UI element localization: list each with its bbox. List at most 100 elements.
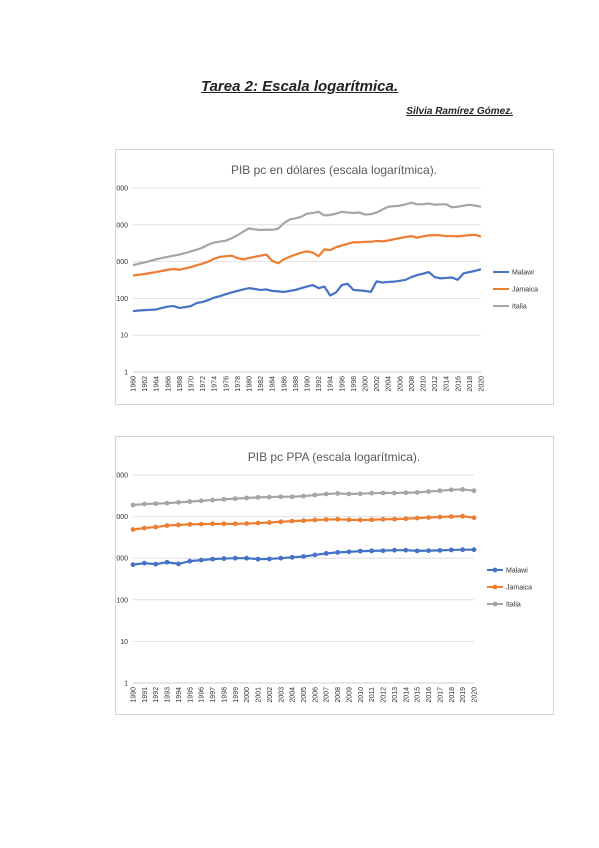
chart2-xtick-label: 2001 xyxy=(256,687,263,703)
document-author: Silvia Ramírez Gómez. xyxy=(406,106,513,117)
chart2-series-italia-point xyxy=(437,488,443,494)
chart2-xtick-label: 2006 xyxy=(312,687,319,703)
chart2-series-jamaica-point xyxy=(187,521,193,527)
chart2-series-jamaica-point xyxy=(426,515,431,520)
chart1-xtick-label: 1990 xyxy=(305,376,312,392)
chart2-series-jamaica-point xyxy=(267,520,272,525)
chart2-series-italia-point xyxy=(164,500,170,506)
chart2-series-jamaica-point xyxy=(278,519,284,525)
chart2-series-malawi-point xyxy=(380,548,386,554)
chart2-series-italia-point xyxy=(392,490,397,496)
chart2-xtick-label: 1998 xyxy=(221,687,228,703)
chart1-xtick-label: 2012 xyxy=(432,376,439,392)
chart2-series-malawi-point xyxy=(187,558,193,564)
chart1-xtick-label: 1974 xyxy=(212,376,219,392)
chart2-xtick-label: 1996 xyxy=(199,687,206,703)
chart2-series-italia-point xyxy=(448,487,454,493)
chart1-xtick-label: 1964 xyxy=(154,376,161,392)
chart2-series-italia-point xyxy=(426,489,431,494)
chart1-xtick-label: 2016 xyxy=(455,376,462,392)
chart2-series-italia-point xyxy=(335,491,340,496)
chart2-xtick-label: 2009 xyxy=(346,687,353,703)
chart2-series-italia-point xyxy=(198,498,204,504)
chart2-xtick-label: 2015 xyxy=(415,687,422,703)
chart2-series-malawi-point xyxy=(323,551,329,556)
chart-pib-ppa-svg: PIB pc PPA (escala logarítmica). 1 10 100 10… xyxy=(116,450,532,703)
chart1-ytick-label: 1 xyxy=(124,370,128,377)
chart2-series-jamaica-point xyxy=(221,521,227,527)
chart1-xtick-label: 2014 xyxy=(444,376,451,392)
chart2-series-jamaica-point xyxy=(198,521,204,527)
chart2-series-jamaica-point xyxy=(255,520,261,526)
chart2-series-malawi-point xyxy=(346,549,352,555)
chart2-ytick-label: 10 xyxy=(120,639,128,646)
chart1-xtick-label: 1992 xyxy=(316,376,323,392)
chart2-series-malawi-point xyxy=(392,547,397,553)
chart1-xtick-label: 1998 xyxy=(351,376,358,392)
chart2-series-malawi-point xyxy=(130,562,136,568)
chart2-series-malawi-point xyxy=(448,547,454,553)
chart1-xtick-label: 2018 xyxy=(467,376,474,392)
chart2-series-malawi-point xyxy=(289,554,295,560)
chart2-series-italia-point xyxy=(323,491,329,497)
chart2-series-italia-point xyxy=(278,494,284,500)
chart2-xtick-label: 1993 xyxy=(165,687,172,703)
chart2-series-malawi-point xyxy=(426,548,431,554)
chart2-series-malawi-point xyxy=(176,561,181,567)
chart2-series-jamaica-point xyxy=(335,516,340,522)
chart2-series-malawi-point xyxy=(267,556,272,562)
chart2-series-italia-point xyxy=(244,495,250,501)
chart2-xtick-label: 1991 xyxy=(142,687,149,703)
chart2-series-malawi-point xyxy=(255,556,261,562)
chart2-series-malawi-point xyxy=(153,561,159,567)
chart1-xtick-label: 1982 xyxy=(258,376,265,392)
chart2-series-italia-point xyxy=(187,499,193,504)
chart2-series-malawi-point xyxy=(437,547,443,553)
chart2-series-italia-point xyxy=(221,496,227,502)
chart2-xtick-label: 2004 xyxy=(290,687,297,703)
chart2-series-jamaica-point xyxy=(210,521,215,527)
chart2-series-jamaica-point xyxy=(176,522,181,528)
chart2-series-jamaica-point xyxy=(301,518,306,524)
chart1-xtick-label: 1972 xyxy=(200,376,207,392)
chart2-series-italia-point xyxy=(414,490,420,495)
chart1-legend-label-jamaica: Jamaica xyxy=(512,287,538,294)
chart1-xtick-label: 1960 xyxy=(131,376,138,392)
chart2-series-italia-point xyxy=(301,493,306,499)
chart2-series-jamaica-point xyxy=(312,517,318,523)
chart2-series-malawi-point xyxy=(335,549,340,555)
chart2-xtick-label: 2019 xyxy=(460,687,467,703)
chart2-xtick-label: 2018 xyxy=(449,687,456,703)
chart1-xtick-label: 2006 xyxy=(397,376,404,392)
chart2-series-jamaica-point xyxy=(323,517,329,522)
chart2-series-jamaica-point xyxy=(141,525,147,531)
chart2-series-italia-point xyxy=(380,490,386,496)
chart1-xtick-label: 2010 xyxy=(421,376,428,392)
chart2-ytick-label: 1 xyxy=(124,681,128,688)
chart2-xtick-label: 1994 xyxy=(176,687,183,703)
chart1-xtick-label: 1962 xyxy=(142,376,149,392)
chart2-series-jamaica-point xyxy=(369,517,375,523)
chart2-series-jamaica-point xyxy=(392,516,397,522)
chart2-xtick-label: 2017 xyxy=(437,687,444,703)
chart2-series-jamaica-point xyxy=(130,527,136,532)
chart1-xtick-label: 2004 xyxy=(386,376,393,392)
chart2-xtick-label: 1992 xyxy=(153,687,160,703)
chart2-xtick-label: 2000 xyxy=(244,687,251,703)
chart1-title: PIB pc en dólares (escala logarítmica). xyxy=(231,163,437,177)
chart2-series-malawi-point xyxy=(244,555,250,561)
chart2-xtick-label: 2020 xyxy=(472,687,479,703)
chart1-legend-label-italia: Italia xyxy=(512,304,527,311)
chart2-series-malawi-point xyxy=(141,560,147,566)
chart2-series-jamaica-point xyxy=(164,523,170,528)
chart2-xtick-label: 2013 xyxy=(392,687,399,703)
chart2-series-italia-point xyxy=(312,492,318,498)
chart2-series-italia-point xyxy=(153,501,159,507)
chart1-series-italia-line xyxy=(132,201,482,267)
chart2-series-jamaica-point xyxy=(437,514,443,520)
chart2-series-jamaica-point xyxy=(346,517,352,523)
